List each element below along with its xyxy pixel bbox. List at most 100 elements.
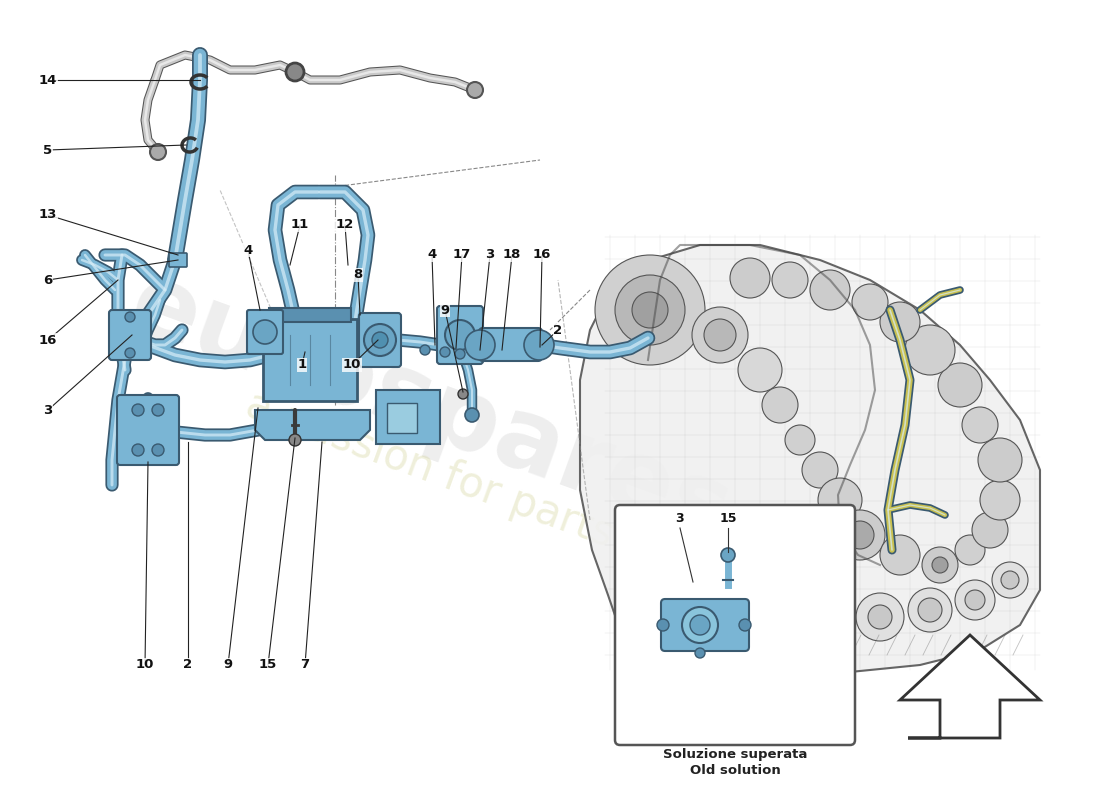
Circle shape [468,82,483,98]
Circle shape [420,345,430,355]
Circle shape [455,349,465,359]
Text: 6: 6 [43,274,53,286]
Circle shape [458,389,468,399]
Circle shape [772,262,808,298]
Circle shape [738,348,782,392]
Circle shape [595,255,705,365]
Circle shape [955,535,984,565]
Circle shape [908,588,952,632]
Circle shape [810,270,850,310]
Circle shape [852,284,888,320]
Circle shape [818,478,862,522]
Circle shape [972,512,1008,548]
FancyBboxPatch shape [387,403,417,433]
Text: 1: 1 [297,358,307,371]
Circle shape [632,292,668,328]
Circle shape [992,562,1028,598]
Circle shape [682,607,718,643]
Text: 17: 17 [453,249,471,262]
Circle shape [938,363,982,407]
Polygon shape [580,245,1040,675]
Text: 16: 16 [39,334,57,346]
Circle shape [868,605,892,629]
Text: 10: 10 [135,658,154,671]
Text: 9: 9 [440,303,450,317]
Text: 15: 15 [258,658,277,671]
FancyBboxPatch shape [478,328,542,361]
Circle shape [692,307,748,363]
Circle shape [662,582,698,618]
Circle shape [125,348,135,358]
Circle shape [764,604,796,636]
Text: 11: 11 [290,218,309,231]
Text: 18: 18 [503,249,521,262]
FancyBboxPatch shape [437,306,483,364]
Circle shape [762,387,798,423]
Circle shape [253,320,277,344]
Circle shape [835,510,886,560]
Circle shape [700,585,760,645]
Circle shape [690,615,710,635]
Text: 10: 10 [343,358,361,371]
Text: 12: 12 [336,218,354,231]
FancyBboxPatch shape [263,319,358,401]
Circle shape [132,404,144,416]
Circle shape [465,408,478,422]
Circle shape [918,598,942,622]
FancyBboxPatch shape [661,599,749,651]
Circle shape [720,548,735,562]
Text: 9: 9 [223,658,232,671]
FancyBboxPatch shape [270,308,351,322]
Text: 13: 13 [39,209,57,222]
Circle shape [978,438,1022,482]
Text: 7: 7 [300,658,309,671]
Text: 2: 2 [184,658,192,671]
Circle shape [962,407,998,443]
Circle shape [880,535,920,575]
Circle shape [286,63,304,81]
Circle shape [905,325,955,375]
Circle shape [846,521,874,549]
FancyBboxPatch shape [376,390,440,444]
Circle shape [152,444,164,456]
Text: 3: 3 [485,249,495,262]
Text: 15: 15 [719,512,737,525]
Circle shape [1001,571,1019,589]
Circle shape [785,425,815,455]
Circle shape [955,580,996,620]
Circle shape [752,592,808,648]
Circle shape [289,434,301,446]
Text: Old solution: Old solution [690,764,780,777]
Circle shape [922,547,958,583]
Circle shape [816,606,844,634]
Text: 16: 16 [532,249,551,262]
FancyBboxPatch shape [615,505,855,745]
Text: 8: 8 [353,269,363,282]
Circle shape [739,619,751,631]
Circle shape [856,593,904,641]
Text: 4: 4 [428,249,437,262]
Text: 3: 3 [43,403,53,417]
Text: 5: 5 [43,143,53,157]
Circle shape [932,557,948,573]
Circle shape [364,324,396,356]
Polygon shape [255,410,370,440]
Text: eurospares: eurospares [117,256,744,564]
Circle shape [524,330,554,360]
Text: a passion for parts: a passion for parts [241,384,619,556]
FancyBboxPatch shape [117,395,179,465]
Circle shape [132,444,144,456]
Circle shape [980,480,1020,520]
Circle shape [657,619,669,631]
Circle shape [125,312,135,322]
Text: 4: 4 [243,243,253,257]
Circle shape [712,597,748,633]
Circle shape [695,648,705,658]
FancyBboxPatch shape [109,310,151,360]
Text: 2: 2 [553,323,562,337]
FancyBboxPatch shape [359,313,402,367]
Circle shape [446,320,475,350]
Circle shape [615,275,685,345]
Circle shape [440,347,450,357]
Circle shape [804,594,856,646]
